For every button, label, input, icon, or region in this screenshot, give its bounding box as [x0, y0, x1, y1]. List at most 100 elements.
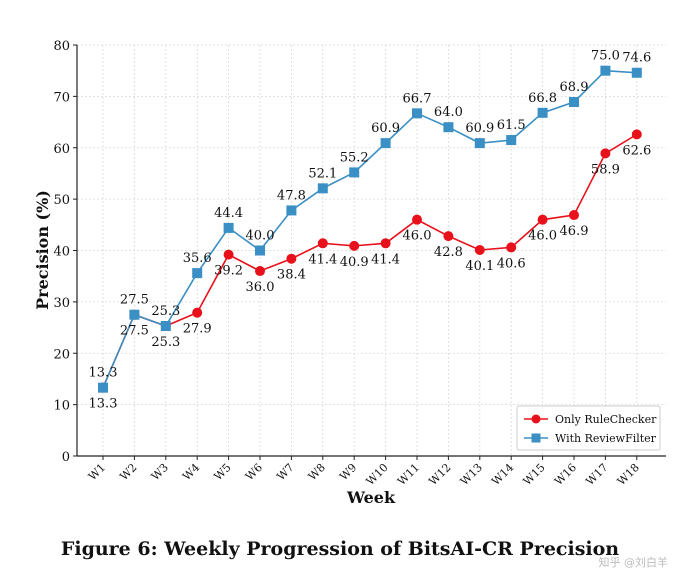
point-reviewfilter	[537, 107, 548, 118]
y-ticks: 0 10 20 30 40 50 60 70 80	[53, 39, 77, 465]
x-tick-label: W8	[306, 461, 328, 483]
x-tick-label: W1	[86, 461, 108, 483]
data-label-rulechecker: 38.4	[277, 268, 306, 283]
data-label-rulechecker: 42.8	[434, 245, 463, 260]
x-tick-label: W16	[552, 461, 579, 488]
point-rulechecker	[255, 266, 265, 277]
legend-marker-square	[531, 433, 541, 443]
point-reviewfilter	[474, 138, 485, 149]
data-label-reviewfilter: 74.6	[622, 51, 651, 66]
data-label-rulechecker: 40.9	[340, 255, 369, 270]
x-tick-label: W4	[180, 461, 202, 483]
data-label-reviewfilter: 64.0	[434, 105, 463, 120]
data-label-reviewfilter: 55.2	[340, 150, 369, 165]
x-tick-label: W10	[364, 461, 391, 488]
data-label-reviewfilter: 27.5	[120, 293, 149, 308]
point-reviewfilter	[286, 205, 297, 216]
y-tick-label: 40	[53, 245, 70, 260]
data-label-rulechecker: 40.1	[465, 259, 494, 274]
point-reviewfilter	[443, 122, 454, 133]
x-tick-label: W13	[458, 461, 485, 488]
x-axis-label: Week	[346, 488, 396, 507]
legend: Only RuleChecker With ReviewFilter	[516, 405, 661, 451]
data-label-reviewfilter: 47.8	[277, 188, 306, 203]
legend-marker-circle	[531, 414, 541, 424]
x-tick-label: W5	[212, 461, 234, 483]
point-reviewfilter	[129, 309, 140, 320]
data-label-rulechecker: 36.0	[246, 280, 275, 295]
data-label-rulechecker: 46.9	[560, 224, 589, 239]
point-rulechecker	[474, 244, 485, 255]
point-reviewfilter	[223, 222, 234, 233]
data-label-rulechecker: 41.4	[308, 252, 337, 267]
y-tick-label: 80	[53, 39, 70, 54]
point-rulechecker	[537, 214, 548, 225]
data-labels: 13.327.525.327.939.236.038.441.4 40.9 41.4…	[89, 49, 652, 412]
x-tick-label: W2	[117, 461, 139, 483]
point-rulechecker	[192, 307, 203, 318]
data-label-rulechecker: 62.6	[622, 143, 651, 158]
point-rulechecker	[286, 253, 297, 264]
data-label-reviewfilter: 68.9	[560, 80, 589, 95]
data-label-rulechecker: 46.0	[528, 229, 557, 244]
data-label-reviewfilter: 61.5	[497, 118, 526, 133]
point-rulechecker	[380, 238, 391, 249]
x-tick-label: W15	[521, 461, 548, 488]
series-line-rulechecker	[102, 133, 638, 388]
x-tick-label: W14	[489, 461, 516, 488]
data-label-rulechecker: 41.4	[371, 252, 400, 267]
y-tick-label: 30	[53, 296, 70, 311]
x-tick-label: W6	[243, 461, 265, 483]
series-group	[98, 65, 642, 393]
point-reviewfilter	[506, 135, 517, 146]
data-label-rulechecker: 27.9	[183, 322, 212, 337]
point-rulechecker	[569, 210, 579, 221]
x-tick-label: W7	[274, 461, 296, 483]
point-rulechecker	[443, 231, 454, 242]
data-label-rulechecker: 27.5	[120, 324, 149, 339]
data-label-reviewfilter: 40.0	[246, 229, 275, 244]
point-reviewfilter	[412, 108, 422, 119]
legend-box	[516, 405, 661, 451]
data-label-rulechecker: 58.9	[591, 162, 620, 177]
x-tick-label: W17	[583, 461, 610, 488]
x-tick-label: W3	[149, 461, 171, 483]
point-reviewfilter	[160, 321, 171, 332]
point-reviewfilter	[98, 382, 108, 393]
data-label-reviewfilter: 44.4	[214, 206, 243, 221]
point-reviewfilter	[569, 97, 579, 108]
data-label-reviewfilter: 60.9	[465, 121, 494, 136]
point-reviewfilter	[380, 138, 391, 149]
y-tick-label: 50	[53, 193, 70, 208]
data-label-rulechecker: 40.6	[497, 256, 526, 271]
data-label-rulechecker: 46.0	[403, 229, 432, 244]
data-label-reviewfilter: 66.7	[403, 91, 432, 106]
x-tick-label: W11	[395, 461, 422, 488]
data-label-rulechecker: 25.3	[151, 335, 180, 350]
x-tick-label: W18	[615, 461, 642, 488]
data-label-reviewfilter: 66.8	[528, 91, 557, 106]
point-reviewfilter	[192, 268, 203, 279]
point-reviewfilter	[600, 65, 611, 76]
data-label-rulechecker: 13.3	[89, 397, 118, 412]
data-label-reviewfilter: 25.3	[151, 304, 180, 319]
point-rulechecker	[600, 148, 611, 159]
x-tick-label: W9	[337, 461, 359, 483]
x-tick-label: W12	[426, 461, 453, 488]
point-rulechecker	[506, 242, 517, 253]
legend-label: Only RuleChecker	[555, 413, 657, 426]
x-ticks: W1 W2 W3 W4 W5 W6 W7 W8 W9 W10 W11 W12 W13 W14 W15 W16 W…	[86, 456, 642, 488]
data-label-reviewfilter: 75.0	[591, 49, 620, 64]
data-label-reviewfilter: 60.9	[371, 121, 400, 136]
y-tick-label: 0	[62, 450, 70, 465]
series-line-reviewfilter	[102, 69, 637, 388]
data-label-reviewfilter: 52.1	[308, 166, 337, 181]
point-rulechecker	[631, 129, 642, 140]
y-tick-label: 60	[53, 142, 70, 157]
legend-label: With ReviewFilter	[555, 432, 657, 445]
point-reviewfilter	[255, 245, 265, 256]
watermark: 知乎 @刘白羊	[598, 556, 669, 569]
data-label-rulechecker: 39.2	[214, 264, 243, 279]
point-reviewfilter	[317, 183, 328, 194]
